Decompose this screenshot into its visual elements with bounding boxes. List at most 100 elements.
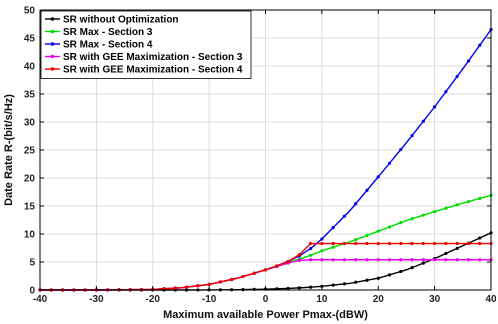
series-marker: [309, 258, 313, 262]
series-marker: [376, 276, 380, 280]
series-marker: [478, 241, 482, 246]
legend-marker: [50, 54, 55, 59]
series-marker: [421, 119, 425, 123]
series-marker: [399, 269, 403, 274]
series-marker: [466, 59, 471, 63]
legend-item: SR with GEE Maximization - Section 3: [45, 52, 243, 63]
series-marker: [410, 217, 414, 221]
series-marker: [387, 273, 392, 277]
x-tick-label: 0: [263, 294, 269, 305]
legend-box: [40, 10, 252, 79]
legend-item: SR without Optimization: [45, 15, 179, 26]
legend-label: SR Max - Section 3: [63, 27, 153, 38]
series-marker: [342, 241, 347, 246]
series-marker: [218, 280, 222, 284]
x-tick-label: -20: [146, 294, 161, 305]
series-marker: [342, 258, 347, 262]
series-marker: [421, 241, 425, 246]
y-tick-label: 0: [29, 286, 35, 297]
series-marker: [387, 225, 392, 229]
series-marker: [376, 258, 380, 262]
y-tick-label: 20: [24, 174, 36, 185]
y-tick-label: 10: [24, 230, 36, 241]
y-tick-label: 25: [24, 146, 36, 157]
legend-label: SR with GEE Maximization - Section 4: [63, 65, 243, 76]
y-tick-label: 5: [29, 258, 35, 269]
series-marker: [342, 214, 347, 218]
series-marker: [184, 285, 189, 289]
x-tick-label: 20: [373, 294, 385, 305]
series-marker: [252, 271, 256, 275]
series-marker: [286, 286, 290, 291]
legend-marker: [50, 17, 55, 21]
series-marker: [252, 287, 256, 291]
series-marker: [230, 277, 234, 282]
y-tick-label: 30: [24, 118, 36, 129]
series-marker: [421, 213, 425, 217]
series-marker: [354, 202, 358, 206]
series-marker: [297, 286, 301, 290]
legend-item: SR Max - Section 4: [45, 40, 153, 51]
series-marker: [466, 258, 471, 262]
series-marker: [376, 241, 380, 246]
series-marker: [320, 237, 324, 241]
legend-marker: [50, 67, 55, 71]
series-marker: [478, 258, 482, 262]
series-marker: [433, 258, 437, 262]
series-marker: [455, 246, 459, 250]
series-marker: [309, 285, 313, 289]
legend-marker: [50, 42, 55, 46]
series-marker: [421, 258, 425, 262]
series-marker: [331, 283, 335, 287]
series-marker: [466, 200, 471, 204]
y-axis-label: Date Rate R-(bit/s/Hz): [3, 94, 15, 206]
x-tick-label: -30: [89, 294, 104, 305]
series-marker: [365, 258, 369, 262]
x-axis-label: Maximum available Power Pmax-(dBW): [163, 309, 368, 321]
legend-label: SR with GEE Maximization - Section 3: [63, 52, 243, 63]
series-marker: [387, 161, 392, 165]
series-marker: [342, 282, 347, 286]
series-marker: [196, 284, 200, 288]
series-marker: [455, 74, 459, 79]
series-marker: [354, 238, 358, 242]
series-marker: [320, 249, 324, 253]
x-tick-label: 30: [429, 294, 441, 305]
series-marker: [376, 229, 380, 233]
series-5: [38, 241, 493, 292]
series-marker: [433, 210, 437, 214]
series-marker: [444, 258, 448, 262]
y-tick-label: 45: [24, 34, 36, 45]
legend-label: SR Max - Section 4: [63, 40, 153, 51]
series-marker: [376, 175, 380, 179]
series-marker: [466, 241, 471, 246]
series-marker: [275, 264, 279, 268]
series-marker: [365, 233, 369, 238]
series-marker: [309, 241, 313, 246]
series-marker: [433, 241, 437, 246]
series-marker: [331, 258, 335, 262]
legend-item: SR Max - Section 3: [45, 27, 153, 38]
y-tick-label: 40: [24, 62, 36, 73]
series-marker: [331, 241, 335, 246]
series-marker: [399, 221, 403, 225]
series-marker: [387, 241, 392, 246]
series-marker: [354, 258, 358, 262]
y-tick-label: 35: [24, 90, 36, 101]
series-marker: [455, 203, 459, 207]
y-tick-label: 50: [24, 6, 36, 17]
series-marker: [365, 188, 369, 192]
grid: [39, 9, 492, 291]
series-marker: [354, 280, 358, 284]
series-marker: [444, 251, 448, 256]
series-marker: [455, 258, 459, 262]
y-tick-label: 15: [24, 202, 36, 213]
series-marker: [241, 274, 245, 279]
series-marker: [387, 258, 392, 262]
x-tick-label: 40: [485, 294, 497, 305]
x-tick-label: -10: [202, 294, 217, 305]
series-marker: [173, 286, 177, 290]
series-marker: [444, 241, 448, 246]
